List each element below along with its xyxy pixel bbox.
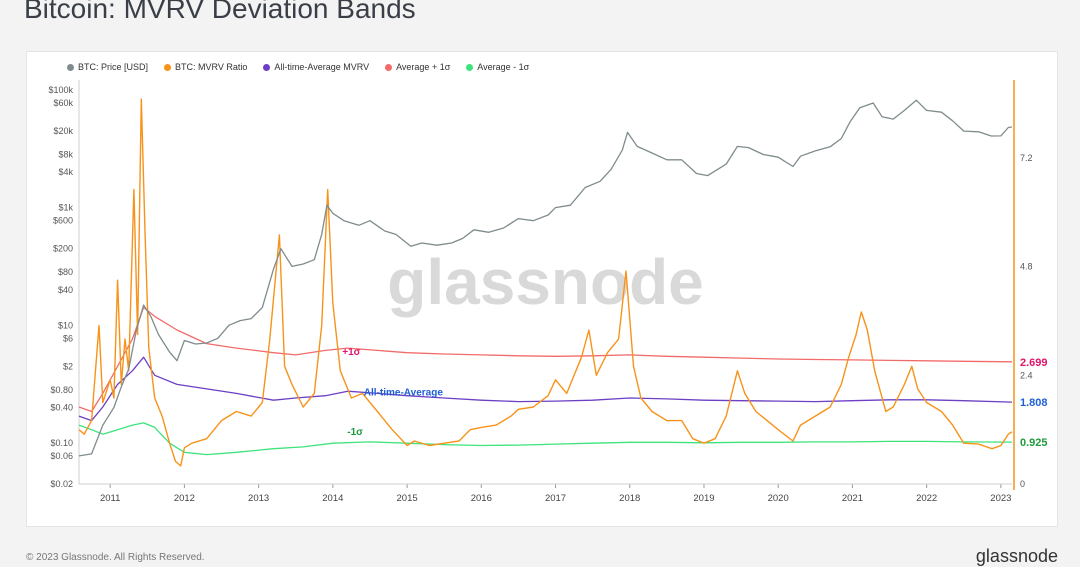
x-tick-label: 2021	[842, 493, 863, 504]
legend-item-average[interactable]: All-time-Average MVRV	[263, 62, 369, 72]
x-tick-label: 2013	[248, 493, 269, 504]
series-line-price	[78, 99, 1013, 457]
y-left-tick-label: $0.02	[50, 479, 73, 489]
chart-card: BTC: Price [USD] BTC: MVRV Ratio All-time-…	[26, 51, 1058, 527]
x-tick-label: 2016	[471, 493, 492, 504]
legend-label-mvrv: BTC: MVRV Ratio	[175, 62, 248, 72]
annotation-label: All-time-Average	[364, 388, 444, 399]
legend-item-mvrv[interactable]: BTC: MVRV Ratio	[164, 62, 247, 72]
end-value-label: 2.699	[1020, 357, 1048, 369]
y-right-tick-label: 4.8	[1020, 262, 1033, 272]
legend-swatch-minus1	[466, 63, 474, 71]
y-left-tick-label: $2	[63, 361, 73, 371]
annotation-label: +1σ	[342, 347, 360, 358]
x-tick-label: 2011	[100, 493, 120, 504]
y-left-tick-label: $0.40	[50, 402, 73, 412]
y-left-tick-label: $8k	[58, 150, 73, 160]
y-left-tick-label: $20k	[53, 126, 73, 136]
y-left-tick-label: $100k	[48, 85, 73, 95]
annotation-label: -1σ	[347, 427, 363, 438]
legend-swatch-price	[67, 63, 74, 71]
y-left-tick-label: $80	[58, 267, 73, 277]
copyright-text: © 2023 Glassnode. All Rights Reserved.	[26, 552, 205, 563]
legend-item-price[interactable]: BTC: Price [USD]	[67, 62, 148, 72]
x-tick-label: 2014	[322, 493, 343, 504]
series-line-minus1	[78, 422, 1013, 456]
y-left-tick-label: $0.10	[50, 438, 73, 448]
legend-label-average: All-time-Average MVRV	[274, 62, 370, 72]
y-left-tick-label: $60k	[53, 98, 73, 108]
brand-logo: glassnode	[975, 546, 1058, 566]
x-tick-label: 2015	[397, 493, 418, 504]
legend-label-plus1: Average + 1σ	[396, 62, 451, 72]
y-left-tick-label: $200	[53, 244, 73, 254]
x-tick-label: 2022	[916, 493, 937, 504]
y-left-tick-label: $600	[53, 216, 73, 226]
y-right-tick-label: 0	[1020, 479, 1025, 489]
watermark-text: glassnode	[387, 246, 704, 318]
legend-item-plus1[interactable]: Average + 1σ	[385, 62, 450, 72]
x-tick-label: 2012	[174, 493, 195, 504]
x-tick-label: 2023	[990, 493, 1011, 504]
x-tick-label: 2019	[693, 493, 714, 504]
end-value-label: 0.925	[1020, 437, 1048, 449]
x-tick-label: 2020	[768, 493, 789, 504]
y-right-tick-label: 2.4	[1020, 370, 1033, 380]
y-left-tick-label: $0.80	[50, 385, 73, 395]
page-title: Bitcoin: MVRV Deviation Bands	[24, 0, 416, 24]
legend-swatch-average	[263, 63, 271, 71]
series-line-mvrv	[78, 98, 1013, 467]
legend-item-minus1[interactable]: Average - 1σ	[466, 62, 529, 72]
x-tick-label: 2018	[619, 493, 640, 504]
mvrv-chart: glassnode $100k $60k $20k $8k $4k $1k $600 $200 $…	[48, 80, 1048, 504]
chart-legend: BTC: Price [USD] BTC: MVRV Ratio All-time-…	[67, 62, 529, 72]
legend-label-price: BTC: Price [USD]	[78, 62, 149, 72]
y-left-tick-label: $40	[58, 285, 73, 295]
end-value-label: 1.808	[1020, 397, 1048, 409]
x-tick-label: 2017	[545, 493, 566, 504]
legend-label-minus1: Average - 1σ	[477, 62, 530, 72]
legend-swatch-mvrv	[164, 63, 172, 71]
y-left-tick-label: $0.06	[50, 451, 73, 461]
y-right-tick-label: 7.2	[1020, 153, 1033, 163]
y-left-tick-label: $4k	[58, 167, 73, 177]
y-left-tick-label: $6	[63, 333, 73, 343]
legend-swatch-plus1	[385, 63, 393, 71]
y-left-tick-label: $10	[58, 320, 73, 330]
y-left-tick-label: $1k	[58, 203, 73, 213]
series-line-average	[78, 356, 1013, 422]
